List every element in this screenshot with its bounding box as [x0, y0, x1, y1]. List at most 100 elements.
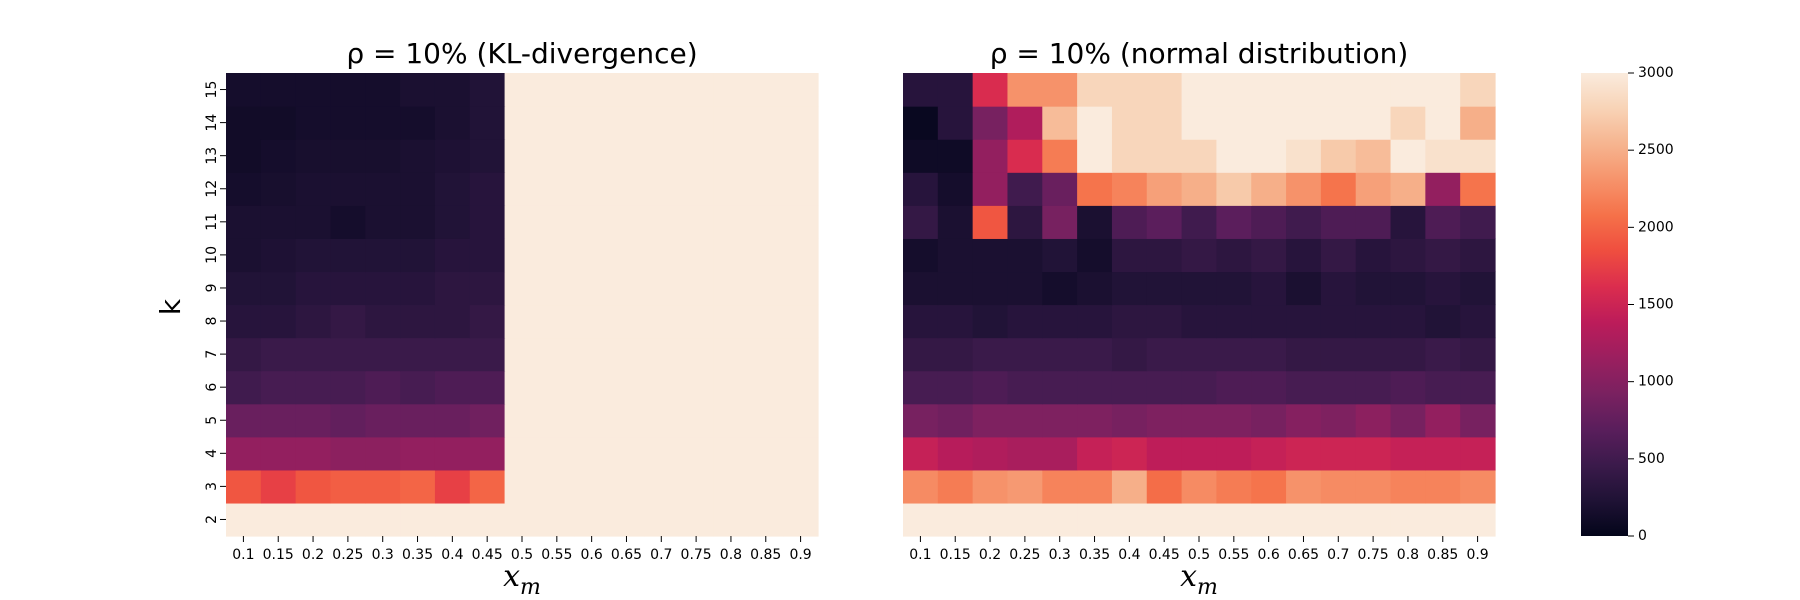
- heatmap-cell: [643, 370, 680, 405]
- heatmap-cell: [1042, 271, 1078, 306]
- heatmap-cell: [1216, 337, 1252, 372]
- heatmap-cell: [713, 106, 749, 140]
- heatmap-cell: [226, 139, 262, 173]
- heatmap-cell: [1042, 106, 1078, 140]
- heatmap-cell: [1042, 436, 1078, 471]
- heatmap-cell: [1320, 502, 1357, 537]
- heatmap-cell: [1320, 172, 1357, 206]
- heatmap-cell: [330, 106, 366, 140]
- heatmap-cell: [469, 73, 506, 107]
- colorbar-tick-label: 500: [1638, 451, 1665, 467]
- heatmap-cell: [539, 370, 575, 405]
- y-tick-label: 13: [204, 147, 220, 165]
- heatmap-cell: [1181, 106, 1218, 140]
- heatmap-cell: [783, 73, 819, 107]
- heatmap-cell: [469, 502, 506, 537]
- heatmap-cell: [226, 403, 262, 438]
- heatmap-cell: [713, 337, 749, 372]
- heatmap-cell: [748, 172, 784, 206]
- heatmap-cell: [1042, 304, 1078, 339]
- heatmap-cell: [400, 271, 436, 306]
- heatmap-cell: [713, 403, 749, 438]
- heatmap-cell: [748, 502, 784, 537]
- heatmap-cell: [504, 106, 541, 140]
- heatmap-cell: [1216, 139, 1252, 173]
- heatmap-cell: [783, 337, 819, 372]
- heatmap-cell: [469, 370, 506, 405]
- y-tick-labels: 2 3 4 5 6 7 8 9 10 11 12 13 14 15: [204, 81, 226, 524]
- heatmap-cell: [1390, 238, 1426, 273]
- y-tick-label: 2: [204, 515, 220, 524]
- heatmap-cell: [504, 469, 541, 504]
- heatmap-cell: [1111, 205, 1148, 239]
- heatmap-cell: [783, 106, 819, 140]
- heatmap-cell: [1042, 469, 1078, 504]
- heatmap-cell: [1146, 271, 1183, 306]
- heatmap-cell: [539, 271, 575, 306]
- colorbar-tick-label: 1500: [1638, 297, 1674, 313]
- heatmap-cell: [1077, 436, 1113, 471]
- x-tick-label: 0.6: [581, 547, 603, 563]
- heatmap-cell: [1286, 502, 1322, 537]
- heatmap-cell: [713, 436, 749, 471]
- heatmap-cell: [295, 205, 332, 239]
- heatmap-cell: [400, 469, 436, 504]
- x-tick-labels: 0.1 0.15 0.2 0.25 0.3 0.35 0.4 0.45 0.5 0.55 0.6 0.…: [909, 536, 1489, 563]
- heatmap-cell: [678, 469, 715, 504]
- heatmap-cell: [574, 271, 610, 306]
- heatmap-cell: [1111, 370, 1148, 405]
- heatmap-cell: [365, 238, 401, 273]
- heatmap-cell: [1286, 205, 1322, 239]
- heatmap-cell: [469, 139, 506, 173]
- heatmap-cell: [1146, 469, 1183, 504]
- heatmap-cell: [748, 436, 784, 471]
- heatmap-cell: [1077, 337, 1113, 372]
- heatmap-cell: [365, 403, 401, 438]
- heatmap-cell: [1355, 238, 1392, 273]
- heatmap-cell: [903, 172, 939, 206]
- heatmap-cell: [1286, 73, 1322, 107]
- heatmap-cell: [539, 238, 575, 273]
- heatmap-cell: [1460, 403, 1496, 438]
- heatmap-cell: [1216, 106, 1252, 140]
- heatmap-cell: [1355, 469, 1392, 504]
- heatmap-cell: [539, 337, 575, 372]
- heatmap-cell: [1286, 436, 1322, 471]
- heatmap-cell: [643, 172, 680, 206]
- heatmap-cell: [365, 370, 401, 405]
- heatmap-cell: [1251, 106, 1287, 140]
- heatmap-cell: [643, 139, 680, 173]
- heatmap-cell: [1286, 370, 1322, 405]
- heatmap-cell: [330, 436, 366, 471]
- colorbar-tick-label: 3000: [1638, 65, 1674, 81]
- heatmap-cell: [748, 205, 784, 239]
- heatmap-cell: [1007, 337, 1043, 372]
- y-tick-label: 3: [204, 482, 220, 491]
- heatmap-cell: [1251, 304, 1287, 339]
- heatmap-cell: [1286, 139, 1322, 173]
- heatmap-cell: [504, 139, 541, 173]
- heatmap-cell: [400, 139, 436, 173]
- heatmap-cell: [1077, 139, 1113, 173]
- x-tick-label: 0.9: [1466, 547, 1488, 563]
- heatmap-cell: [903, 106, 939, 140]
- heatmap-cell: [434, 337, 471, 372]
- heatmap-cell: [1355, 205, 1392, 239]
- y-tick-label: 14: [204, 114, 220, 132]
- heatmap-cell: [295, 106, 332, 140]
- heatmap-cell: [260, 106, 297, 140]
- heatmap-cell: [1320, 436, 1357, 471]
- y-tick-label: 7: [204, 350, 220, 359]
- heatmap-cell: [1355, 304, 1392, 339]
- heatmap-cell: [1355, 172, 1392, 206]
- heatmap-cell: [260, 304, 297, 339]
- heatmap-cell: [1286, 304, 1322, 339]
- heatmap-cell: [678, 337, 715, 372]
- heatmap-cell: [260, 271, 297, 306]
- heatmap-cell: [678, 73, 715, 107]
- x-tick-label: 0.8: [1397, 547, 1419, 563]
- y-tick-label: 9: [204, 284, 220, 293]
- heatmap-cell: [643, 337, 680, 372]
- heatmap-cell: [972, 106, 1009, 140]
- heatmap-cell: [1007, 469, 1043, 504]
